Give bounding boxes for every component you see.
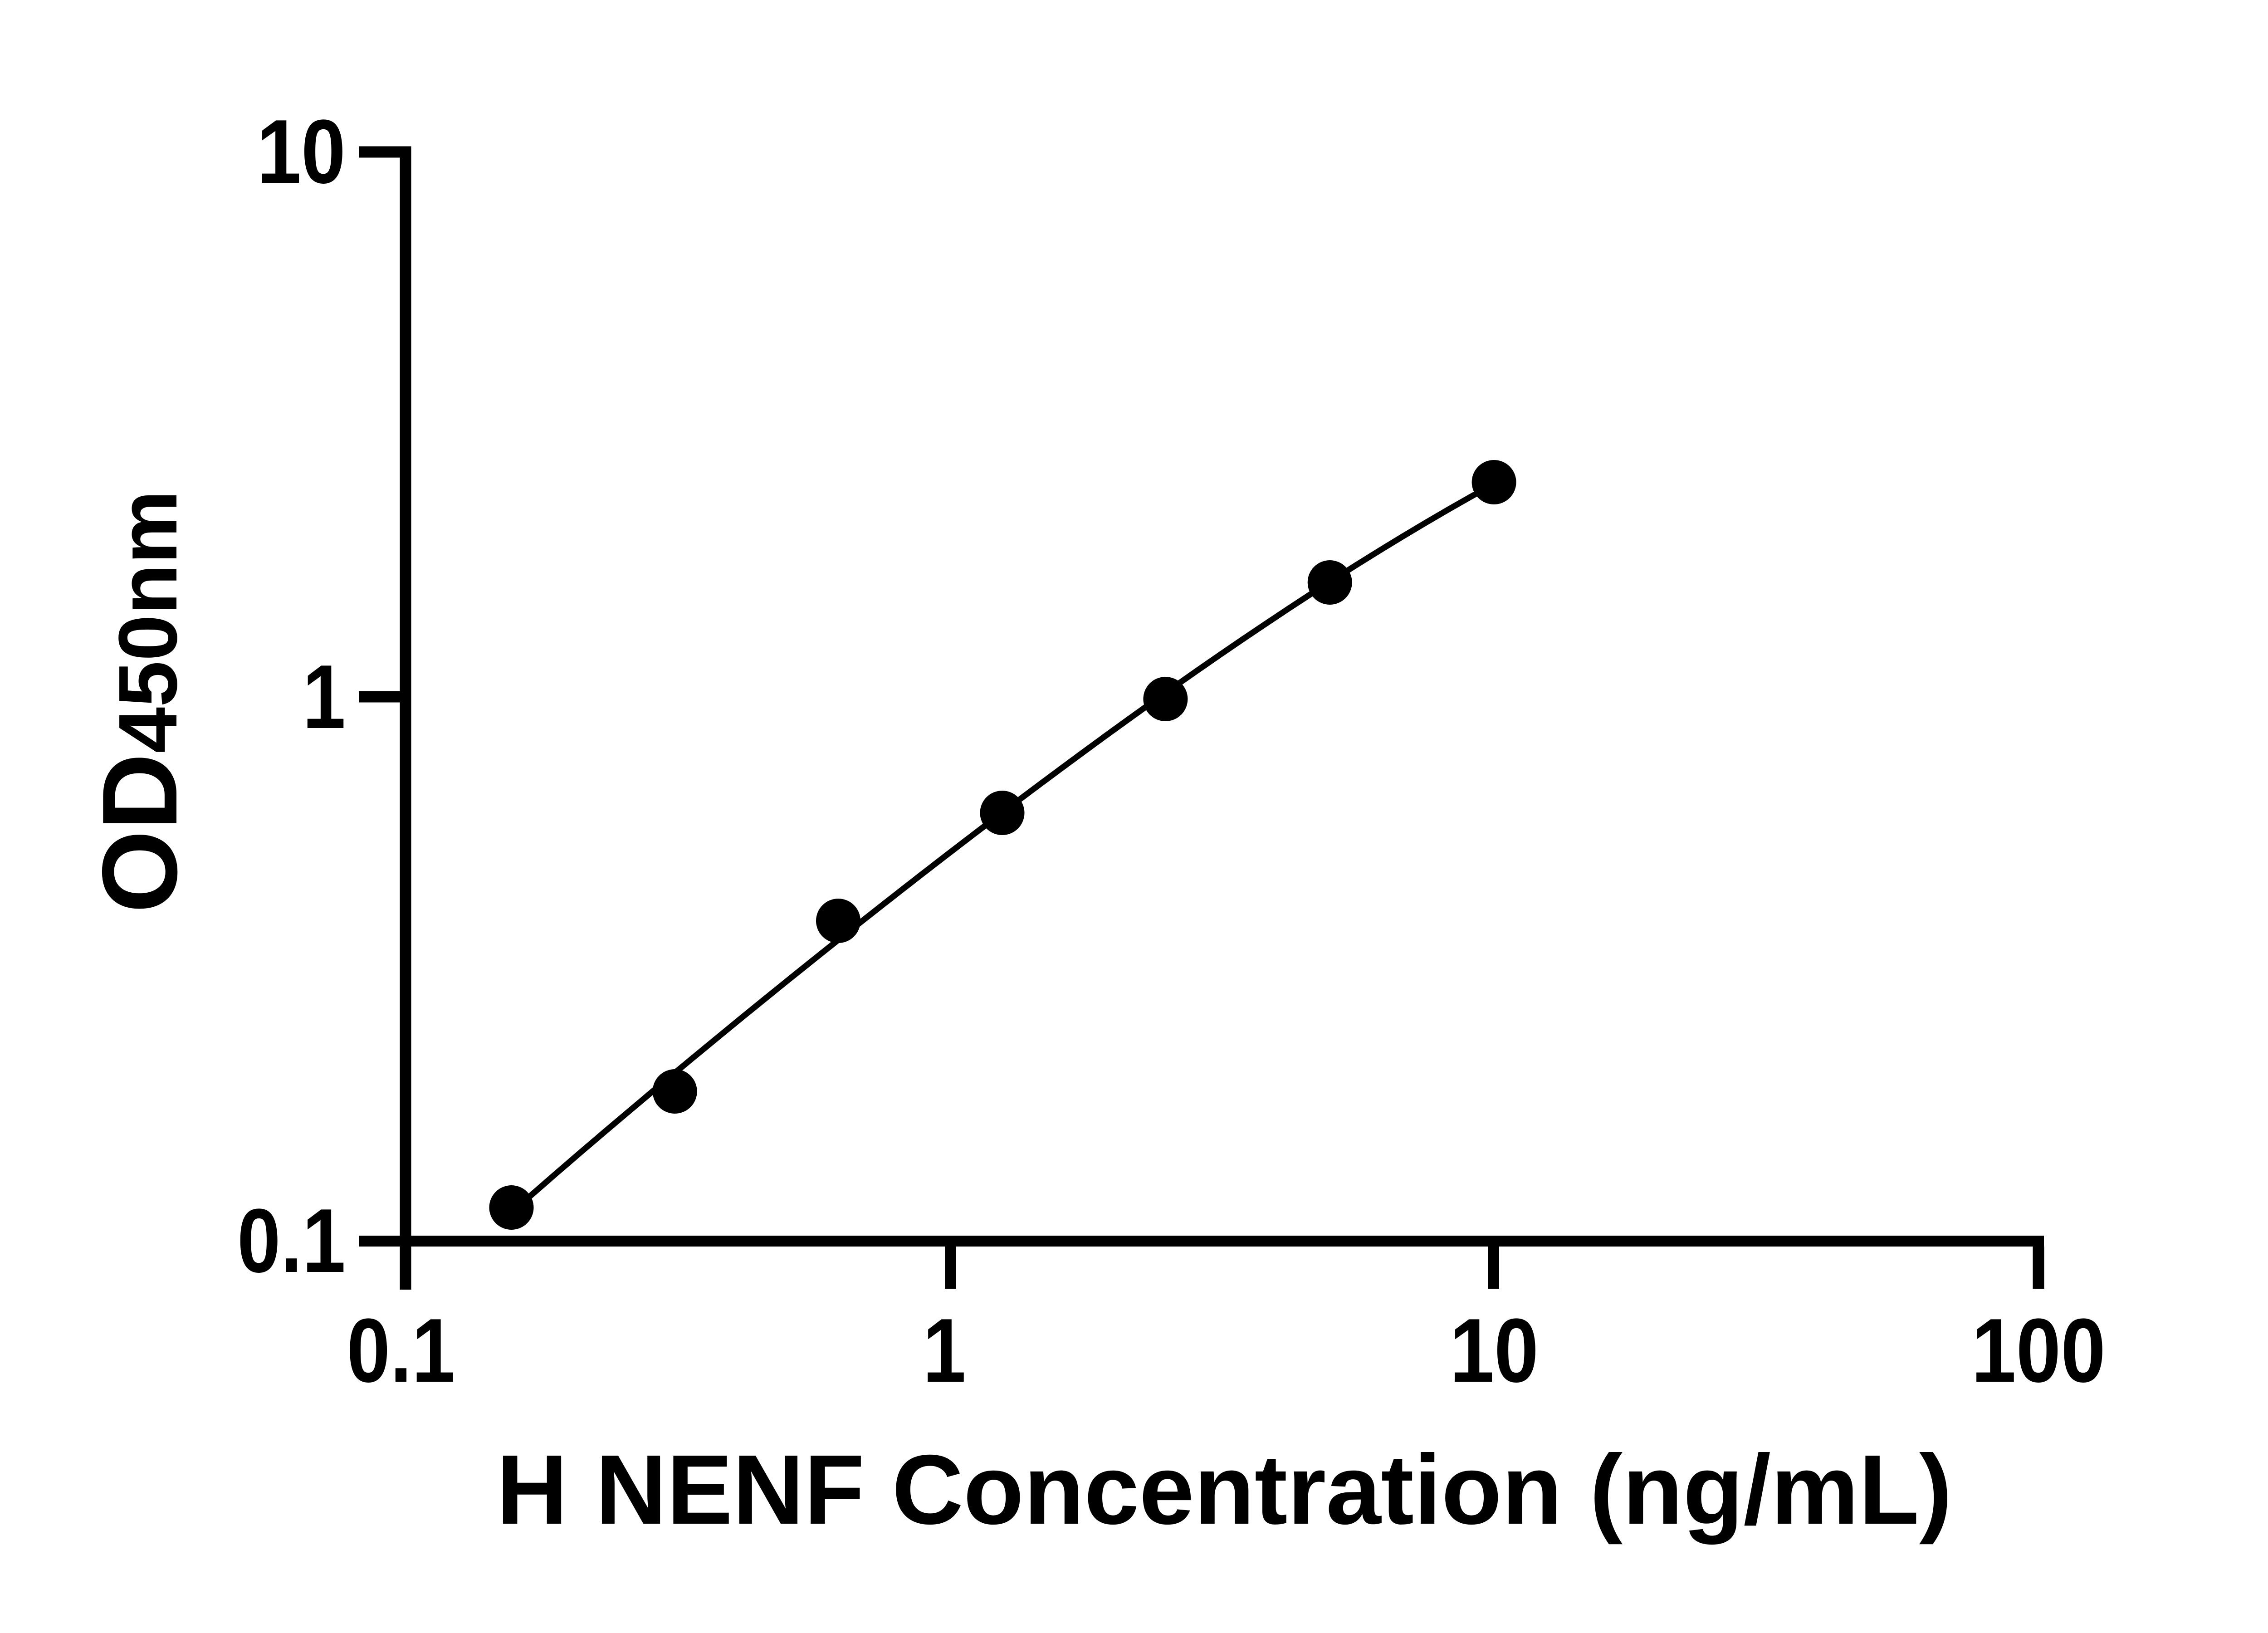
svg-text:100: 100: [1971, 1300, 2106, 1401]
svg-text:1: 1: [923, 1300, 966, 1401]
svg-text:1: 1: [303, 646, 346, 748]
svg-text:0.1: 0.1: [347, 1300, 455, 1401]
svg-text:10: 10: [1450, 1300, 1539, 1401]
svg-text:H NENF Concentration (ng/mL): H NENF Concentration (ng/mL): [496, 1435, 1952, 1545]
svg-text:0.1: 0.1: [237, 1190, 346, 1291]
svg-text:OD450nm: OD450nm: [80, 490, 199, 913]
svg-text:10: 10: [257, 101, 346, 202]
